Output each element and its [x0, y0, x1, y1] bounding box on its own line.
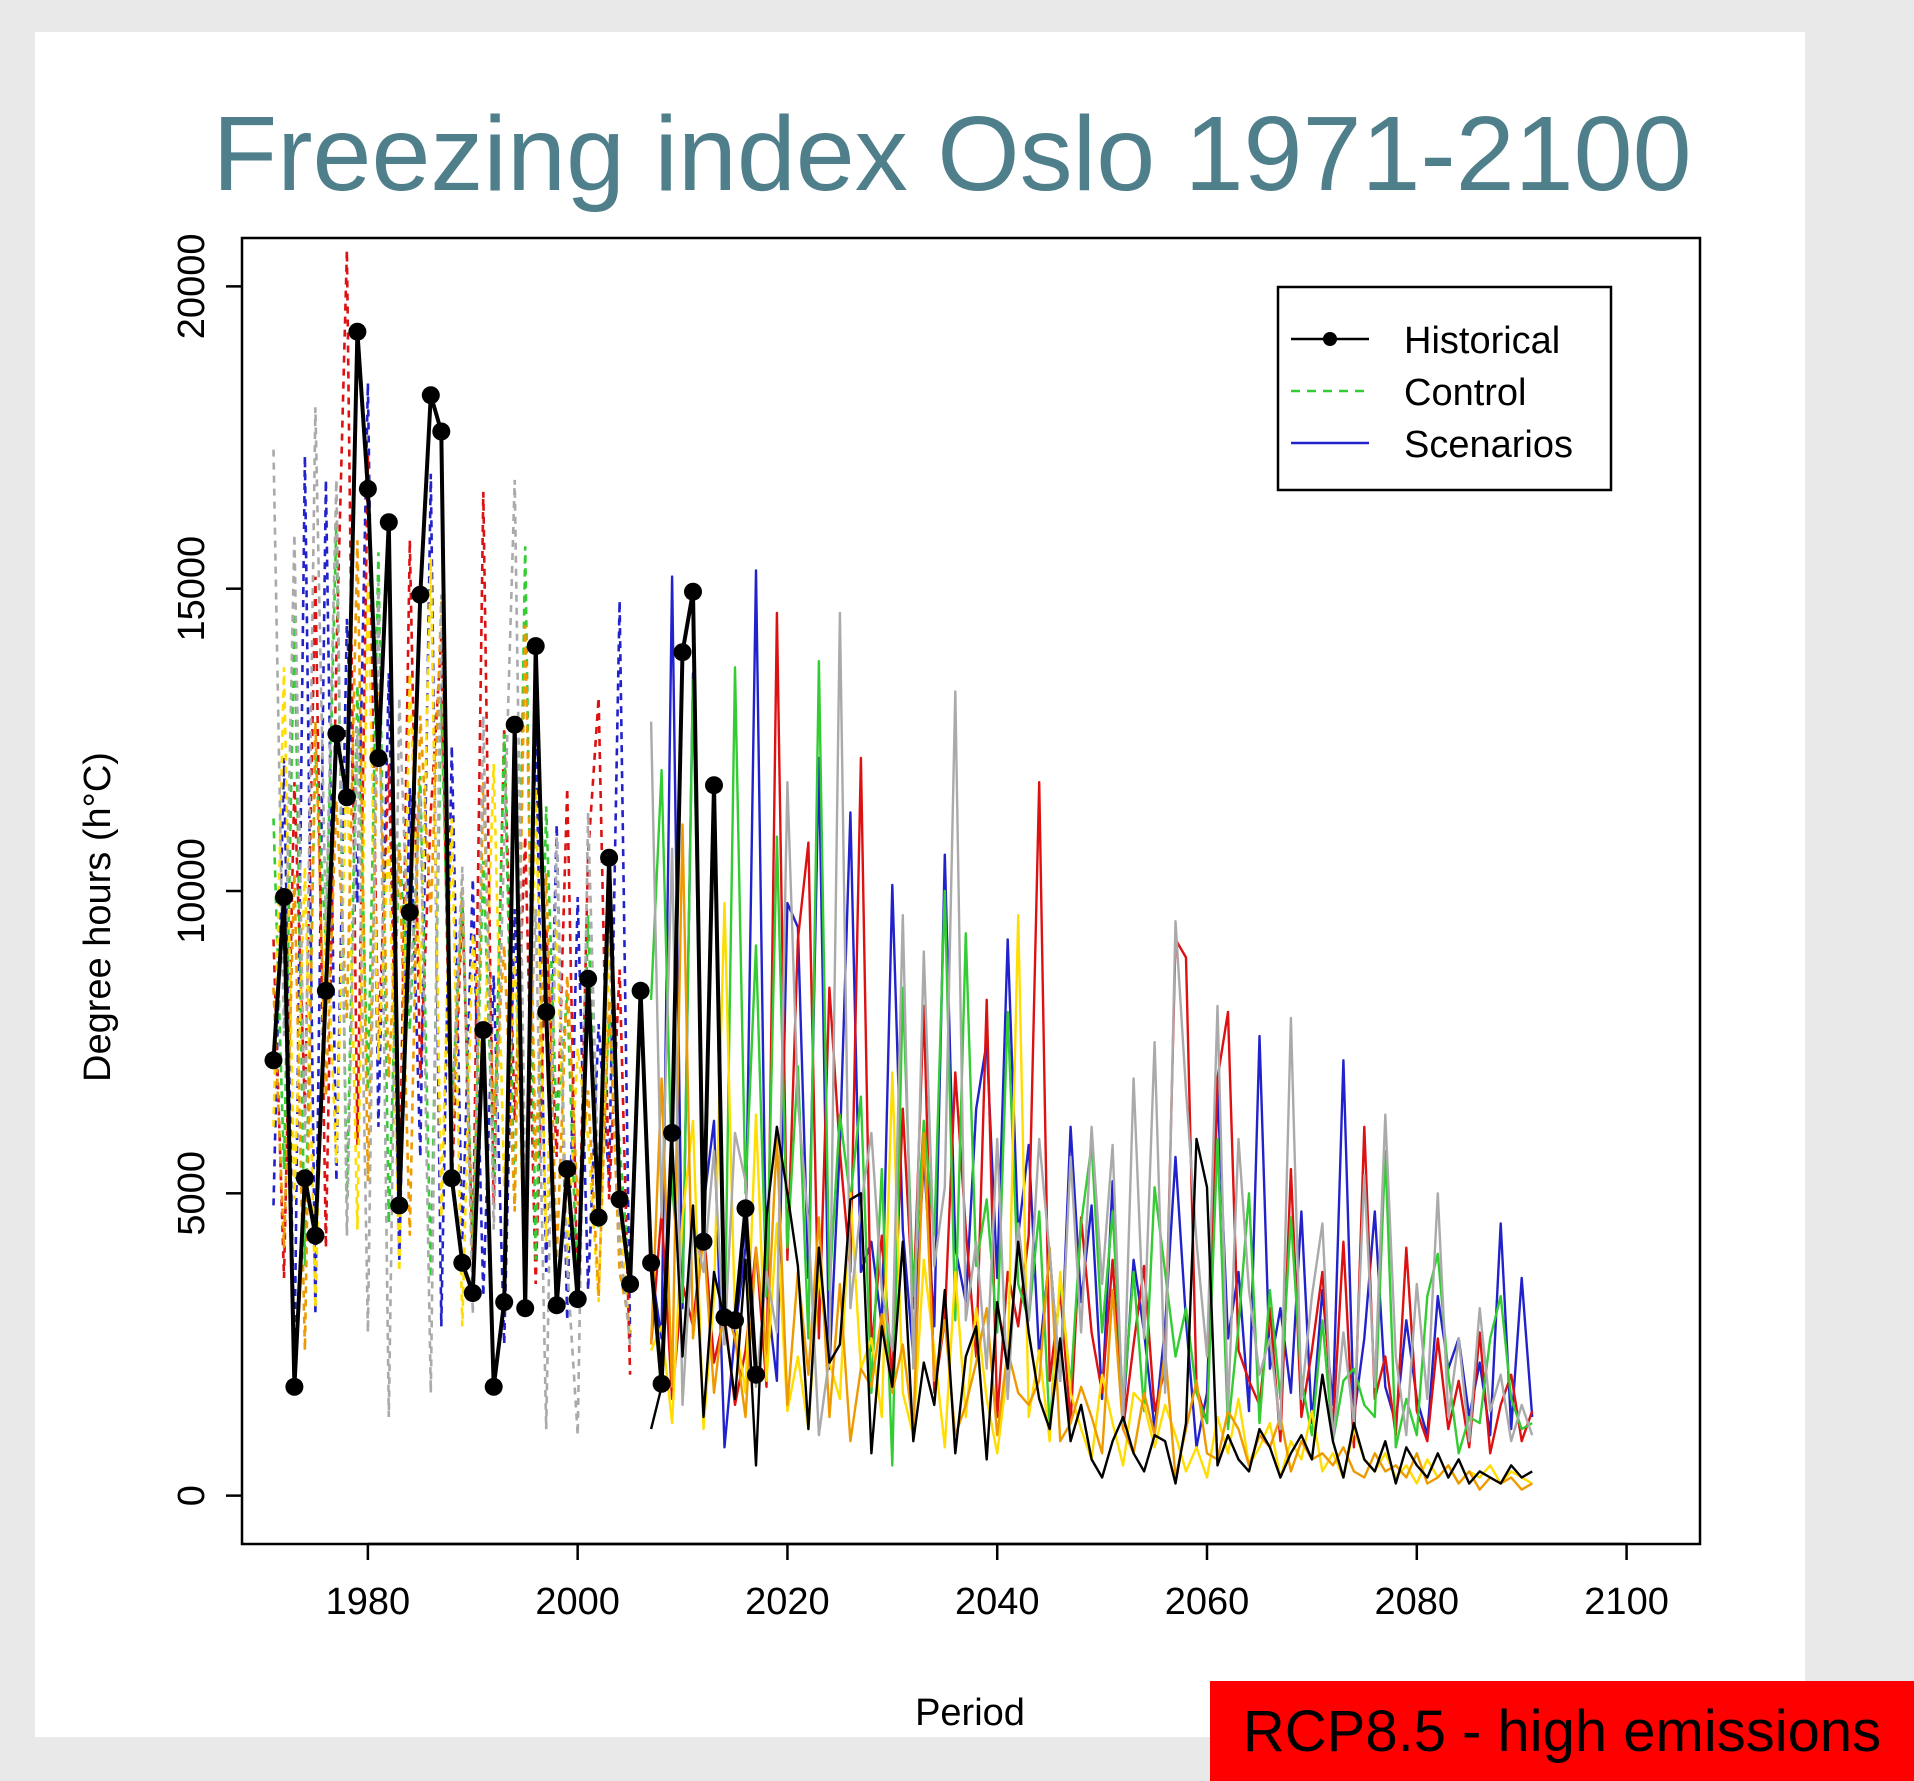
- y-tick-label: 10000: [171, 838, 213, 944]
- historical-point: [432, 422, 451, 441]
- control-series-line-2: [272, 250, 632, 1375]
- historical-point: [526, 637, 545, 656]
- legend-historical-marker: [1323, 332, 1337, 346]
- historical-point: [264, 1051, 283, 1070]
- historical-point: [610, 1190, 629, 1209]
- freezing-index-chart: 1980 2000 2020 2040 2060 2080 2100 0 5000 10000 1…: [77, 234, 1702, 1734]
- historical-point: [337, 788, 356, 807]
- historical-point: [421, 386, 440, 405]
- legend-control-label: Control: [1404, 372, 1527, 414]
- legend-box: [1276, 285, 1613, 492]
- historical-point: [495, 1293, 514, 1312]
- historical-point: [642, 1253, 661, 1272]
- historical-point: [369, 749, 388, 767]
- historical-point: [747, 1365, 765, 1384]
- x-tick-label: 2080: [1375, 1581, 1460, 1623]
- historical-point: [600, 848, 619, 867]
- historical-point: [558, 1160, 577, 1179]
- historical-point: [474, 1021, 493, 1040]
- historical-point: [589, 1208, 608, 1227]
- y-axis-label: Degree hours (h°C): [77, 752, 119, 1082]
- historical-point: [537, 1002, 556, 1021]
- historical-point: [736, 1199, 755, 1218]
- historical-point: [726, 1311, 744, 1330]
- scenario-series-line-7: [649, 1125, 1533, 1485]
- x-tick-label: 2020: [745, 1581, 830, 1623]
- historical-point: [684, 582, 702, 601]
- legend: Historical Control Scenarios: [1276, 285, 1613, 492]
- historical-point: [516, 1299, 535, 1318]
- historical-point: [579, 969, 598, 988]
- historical-point: [285, 1377, 304, 1396]
- y-tick-label: 15000: [171, 536, 213, 642]
- x-tick-label: 2060: [1165, 1581, 1250, 1623]
- scenario-series-line-1: [649, 569, 1534, 1449]
- historical-point: [463, 1284, 482, 1303]
- historical-point: [306, 1226, 325, 1245]
- historical-series-layer: [264, 322, 765, 1396]
- x-axis: 1980 2000 2020 2040 2060 2080 2100: [326, 1542, 1669, 1623]
- historical-point: [547, 1296, 566, 1315]
- historical-point: [295, 1169, 314, 1188]
- x-tick-label: 2100: [1584, 1581, 1669, 1623]
- historical-point: [442, 1169, 461, 1188]
- historical-point: [358, 479, 377, 498]
- historical-point: [505, 715, 524, 734]
- historical-point: [673, 643, 692, 662]
- scenario-badge: RCP8.5 - high emissions: [1210, 1681, 1914, 1781]
- historical-point: [348, 322, 367, 341]
- historical-point: [411, 585, 430, 604]
- x-tick-label: 2000: [535, 1581, 620, 1623]
- scenario-series-line-6: [649, 611, 1534, 1443]
- historical-point: [484, 1377, 503, 1396]
- historical-point: [568, 1290, 587, 1309]
- scenario-badge-text: RCP8.5 - high emissions: [1242, 1698, 1882, 1764]
- x-tick-label: 1980: [326, 1581, 411, 1623]
- x-axis-label: Period: [915, 1692, 1025, 1734]
- historical-point: [663, 1123, 682, 1142]
- historical-point: [327, 724, 346, 743]
- chart-title: Freezing index Oslo 1971-2100: [212, 95, 1692, 213]
- historical-point: [275, 888, 293, 906]
- x-tick-label: 2040: [955, 1581, 1040, 1623]
- historical-point: [694, 1232, 713, 1251]
- slide-background: Freezing index Oslo 1971-2100 1980 2000 20…: [35, 32, 1805, 1737]
- historical-point: [453, 1253, 472, 1272]
- control-series-line-4: [272, 558, 632, 1339]
- historical-point: [631, 981, 650, 1000]
- control-series-layer: [272, 250, 632, 1436]
- historical-point: [705, 776, 723, 795]
- historical-point: [652, 1374, 671, 1393]
- legend-scenarios-label: Scenarios: [1404, 424, 1573, 466]
- y-tick-label: 0: [171, 1485, 213, 1506]
- scenario-series-line-2: [649, 611, 1534, 1455]
- y-axis: 0 5000 10000 15000 20000: [171, 234, 242, 1506]
- historical-point: [379, 513, 398, 532]
- scenario-series-layer: [649, 569, 1534, 1491]
- historical-point: [390, 1196, 409, 1215]
- historical-point: [621, 1275, 640, 1293]
- historical-point: [400, 903, 419, 922]
- legend-historical-label: Historical: [1404, 320, 1560, 362]
- y-tick-label: 20000: [171, 234, 213, 340]
- historical-point: [316, 981, 335, 1000]
- y-tick-label: 5000: [171, 1151, 213, 1236]
